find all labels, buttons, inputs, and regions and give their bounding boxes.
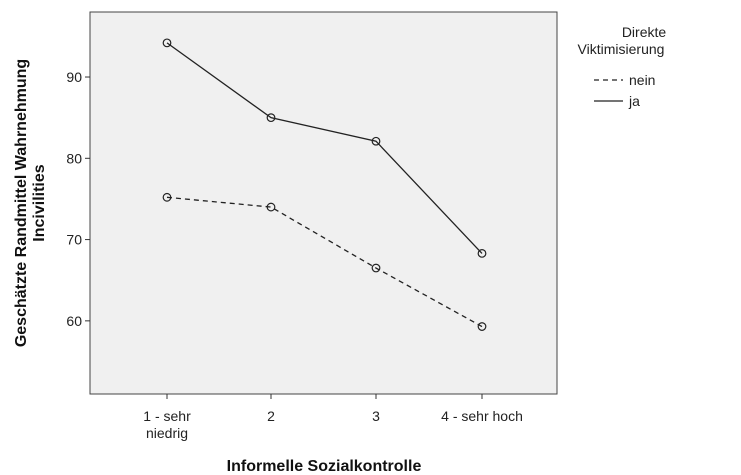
data-point-nein (266, 202, 276, 212)
series-line-nein (166, 196, 483, 328)
data-point-nein (162, 192, 172, 202)
legend: Direkte Viktimisierung nein ja (578, 24, 667, 109)
y-axis-title-line-2: Incivilities (31, 164, 48, 241)
x-tick-label: 2 (267, 408, 275, 424)
y-axis: 60 70 80 90 (66, 69, 90, 329)
series-layer (162, 38, 487, 331)
x-axis-title: Informelle Sozialkontrolle (227, 458, 422, 475)
y-tick-label: 70 (66, 232, 82, 248)
data-point-ja (371, 136, 381, 146)
legend-label-nein: nein (629, 72, 655, 88)
legend-title-line-1: Direkte (622, 24, 667, 40)
data-point-ja (162, 38, 172, 48)
x-tick-label: 3 (372, 408, 380, 424)
series-line-ja (166, 42, 483, 254)
x-tick-label: 1 - sehr niedrig (143, 408, 191, 441)
y-tick-label: 80 (66, 150, 82, 166)
legend-label-ja: ja (628, 93, 640, 109)
data-point-ja (266, 113, 276, 123)
plot-area (89, 11, 558, 395)
y-tick-label: 90 (66, 69, 82, 85)
data-point-nein (477, 322, 487, 331)
x-tick-label: 4 - sehr hoch (441, 408, 523, 424)
y-tick-label: 60 (66, 313, 82, 329)
x-axis: 1 - sehr niedrig 2 3 4 - sehr hoch (143, 394, 523, 441)
y-axis-title-line-1: Geschätzte Randmittel Wahrnehmung (13, 59, 30, 347)
y-axis-title: Geschätzte Randmittel Wahrnehmung Incivi… (13, 59, 48, 347)
data-point-ja (477, 248, 487, 258)
data-point-nein (371, 263, 381, 273)
legend-title-line-2: Viktimisierung (578, 41, 665, 57)
